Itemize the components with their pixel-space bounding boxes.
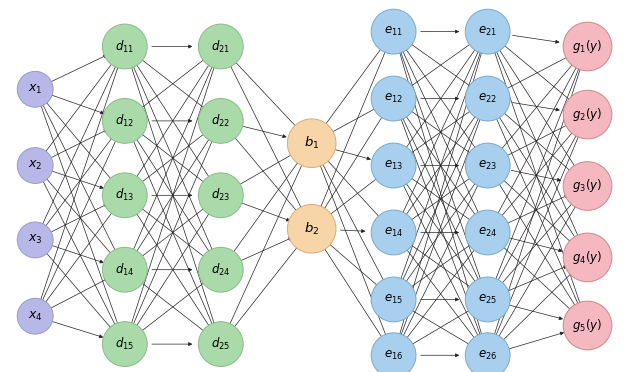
Ellipse shape [198, 173, 243, 218]
Ellipse shape [102, 247, 147, 292]
Text: $d_{21}$: $d_{21}$ [211, 38, 230, 55]
Ellipse shape [465, 333, 510, 372]
Text: $b_2$: $b_2$ [304, 221, 319, 237]
Ellipse shape [563, 162, 612, 210]
Ellipse shape [563, 233, 612, 282]
Text: $e_{25}$: $e_{25}$ [478, 293, 497, 306]
Text: $e_{23}$: $e_{23}$ [478, 159, 497, 172]
Ellipse shape [287, 205, 336, 253]
Ellipse shape [102, 173, 147, 218]
Ellipse shape [17, 71, 53, 107]
Ellipse shape [198, 322, 243, 366]
Text: $e_{15}$: $e_{15}$ [384, 293, 403, 306]
Ellipse shape [102, 99, 147, 143]
Ellipse shape [563, 22, 612, 71]
Ellipse shape [371, 210, 416, 255]
Ellipse shape [17, 222, 53, 258]
Ellipse shape [17, 298, 53, 334]
Text: $e_{22}$: $e_{22}$ [478, 92, 497, 105]
Text: $e_{21}$: $e_{21}$ [478, 25, 497, 38]
Ellipse shape [465, 210, 510, 255]
Text: $g_2(y)$: $g_2(y)$ [572, 106, 603, 123]
Ellipse shape [371, 277, 416, 322]
Ellipse shape [371, 333, 416, 372]
Text: $e_{16}$: $e_{16}$ [384, 349, 403, 362]
Ellipse shape [17, 148, 53, 183]
Text: $b_1$: $b_1$ [304, 135, 319, 151]
Ellipse shape [563, 301, 612, 350]
Text: $d_{22}$: $d_{22}$ [211, 113, 230, 129]
Text: $x_2$: $x_2$ [28, 159, 42, 172]
Ellipse shape [465, 277, 510, 322]
Ellipse shape [465, 76, 510, 121]
Ellipse shape [371, 9, 416, 54]
Text: $x_1$: $x_1$ [28, 83, 42, 96]
Ellipse shape [198, 247, 243, 292]
Text: $g_4(y)$: $g_4(y)$ [572, 249, 603, 266]
Text: $g_5(y)$: $g_5(y)$ [572, 317, 603, 334]
Text: $d_{23}$: $d_{23}$ [211, 187, 230, 203]
Text: $e_{12}$: $e_{12}$ [384, 92, 403, 105]
Text: $d_{12}$: $d_{12}$ [115, 113, 134, 129]
Text: $e_{24}$: $e_{24}$ [478, 226, 497, 239]
Text: $d_{15}$: $d_{15}$ [115, 336, 134, 352]
Text: $d_{24}$: $d_{24}$ [211, 262, 230, 278]
Ellipse shape [287, 119, 336, 167]
Text: $d_{13}$: $d_{13}$ [115, 187, 134, 203]
Ellipse shape [371, 76, 416, 121]
Ellipse shape [465, 143, 510, 188]
Text: $d_{25}$: $d_{25}$ [211, 336, 230, 352]
Ellipse shape [198, 24, 243, 69]
Ellipse shape [198, 99, 243, 143]
Text: $g_1(y)$: $g_1(y)$ [572, 38, 603, 55]
Text: $e_{13}$: $e_{13}$ [384, 159, 403, 172]
Text: $e_{11}$: $e_{11}$ [384, 25, 403, 38]
Ellipse shape [102, 322, 147, 366]
Ellipse shape [563, 90, 612, 139]
Text: $d_{11}$: $d_{11}$ [115, 38, 134, 55]
Text: $g_3(y)$: $g_3(y)$ [572, 177, 603, 195]
Text: $x_3$: $x_3$ [28, 233, 42, 247]
Text: $e_{26}$: $e_{26}$ [478, 349, 497, 362]
Ellipse shape [371, 143, 416, 188]
Text: $e_{14}$: $e_{14}$ [384, 226, 403, 239]
Text: $d_{14}$: $d_{14}$ [115, 262, 134, 278]
Ellipse shape [102, 24, 147, 69]
Text: $x_4$: $x_4$ [28, 310, 42, 323]
Ellipse shape [465, 9, 510, 54]
